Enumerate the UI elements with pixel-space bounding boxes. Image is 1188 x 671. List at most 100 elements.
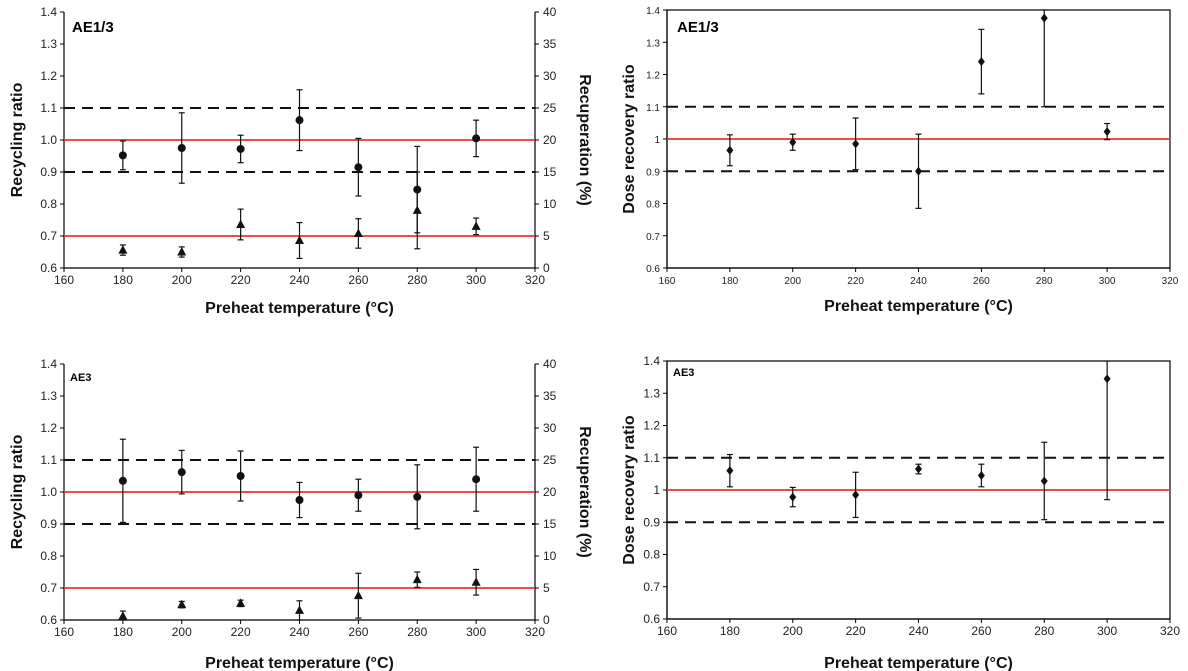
data-point-circle bbox=[295, 116, 304, 125]
data-point-triangle bbox=[471, 577, 481, 586]
x-tick-label: 240 bbox=[289, 625, 309, 639]
y2-tick-label: 20 bbox=[543, 133, 557, 147]
x-tick-label: 280 bbox=[1036, 276, 1053, 287]
data-point-circle bbox=[354, 163, 363, 172]
panel-top-right: 160 180 200 220 240 260 280 300 320 0.6 0.7 0.8 0.9 1… bbox=[621, 6, 1179, 315]
data-point-diamond bbox=[726, 466, 734, 476]
data-point-diamond bbox=[977, 470, 985, 480]
y-tick-label: 1.4 bbox=[646, 6, 660, 17]
y-axis-title: Dose recovery ratio bbox=[621, 415, 638, 565]
data-point-diamond bbox=[852, 139, 860, 149]
y-tick-label: 1 bbox=[653, 483, 660, 497]
panel-label: AE1/3 bbox=[677, 19, 719, 36]
x-tick-label: 200 bbox=[172, 273, 192, 287]
x-tick-label: 220 bbox=[847, 276, 864, 287]
data-point-triangle bbox=[236, 598, 246, 607]
y2-tick-label: 30 bbox=[543, 69, 557, 83]
x-tick-label: 280 bbox=[407, 625, 427, 639]
x-tick-label: 240 bbox=[908, 624, 928, 638]
x-tick-label: 180 bbox=[113, 273, 133, 287]
y2-tick-label: 15 bbox=[543, 517, 557, 531]
y-tick-label: 0.6 bbox=[643, 612, 660, 626]
x-tick-label: 200 bbox=[783, 624, 803, 638]
data-point-diamond bbox=[726, 145, 734, 155]
data-point-triangle bbox=[177, 599, 187, 609]
data-point-diamond bbox=[1103, 374, 1111, 384]
y-tick-label: 1.1 bbox=[40, 453, 57, 467]
y-tick-label: 0.6 bbox=[646, 264, 660, 275]
y2-tick-label: 25 bbox=[543, 101, 557, 115]
x-tick-label: 180 bbox=[722, 276, 739, 287]
data-point-circle bbox=[177, 144, 186, 152]
data-point-circle bbox=[177, 468, 186, 477]
y-tick-label: 0.7 bbox=[40, 229, 57, 243]
panel-label: AE3 bbox=[70, 372, 91, 384]
data-point-triangle bbox=[118, 611, 128, 620]
data-point-circle bbox=[472, 134, 481, 143]
data-point-circle bbox=[295, 496, 304, 504]
x-tick-label: 160 bbox=[54, 625, 74, 639]
y-tick-label: 1.0 bbox=[40, 133, 57, 147]
data-point-diamond bbox=[1103, 127, 1111, 137]
x-tick-label: 220 bbox=[231, 625, 251, 639]
x-tick-label: 300 bbox=[1099, 276, 1116, 287]
y-tick-label: 1.4 bbox=[40, 357, 57, 371]
x-tick-label: 280 bbox=[407, 273, 427, 287]
x-tick-label: 260 bbox=[971, 624, 991, 638]
panel-bottom-right: 160 180 200 220 240 260 280 300 320 0.6 0.7 0.8 0.9 1… bbox=[621, 354, 1180, 671]
data-point-diamond bbox=[789, 137, 797, 147]
y-tick-label: 1.3 bbox=[643, 386, 660, 400]
y-tick-label: 1.4 bbox=[643, 354, 660, 368]
y-tick-label: 1.2 bbox=[646, 71, 660, 82]
x-tick-label: 240 bbox=[289, 273, 309, 287]
y-axis-title: Recycling ratio bbox=[9, 434, 26, 549]
x-tick-label: 160 bbox=[54, 273, 74, 287]
panel-label: AE3 bbox=[673, 367, 694, 379]
y-tick-label: 1.3 bbox=[646, 38, 660, 49]
y2-tick-label: 30 bbox=[543, 421, 557, 435]
panel-label: AE1/3 bbox=[72, 19, 114, 36]
y-tick-label: 0.6 bbox=[40, 613, 57, 627]
data-point-triangle bbox=[295, 235, 304, 244]
y-tick-label: 1.2 bbox=[643, 419, 660, 433]
data-point-triangle bbox=[236, 219, 246, 228]
y-tick-label: 1.3 bbox=[40, 389, 57, 403]
y2-axis-title: Recuperation (%) bbox=[576, 426, 593, 558]
y-tick-label: 0.7 bbox=[40, 581, 57, 595]
y2-tick-label: 0 bbox=[543, 261, 550, 275]
y2-tick-label: 25 bbox=[543, 453, 557, 467]
data-point-triangle bbox=[471, 221, 481, 230]
x-tick-label: 220 bbox=[231, 273, 251, 287]
data-point-triangle bbox=[412, 205, 422, 214]
y-tick-label: 1.4 bbox=[40, 5, 57, 19]
x-tick-label: 300 bbox=[466, 273, 486, 287]
y-tick-label: 0.8 bbox=[40, 549, 57, 563]
y2-tick-label: 5 bbox=[543, 581, 550, 595]
y2-tick-label: 0 bbox=[543, 613, 550, 627]
data-point-circle bbox=[236, 144, 245, 153]
x-tick-label: 260 bbox=[348, 273, 368, 287]
data-point-triangle bbox=[177, 247, 187, 256]
data-point-diamond bbox=[852, 490, 860, 500]
y2-tick-label: 35 bbox=[543, 389, 557, 403]
x-tick-label: 260 bbox=[348, 625, 368, 639]
y2-tick-label: 20 bbox=[543, 485, 557, 499]
data-point-diamond bbox=[1040, 13, 1048, 23]
data-point-triangle bbox=[353, 590, 363, 600]
y-tick-label: 1.1 bbox=[643, 451, 660, 465]
x-tick-label: 320 bbox=[525, 625, 545, 639]
y-tick-label: 0.8 bbox=[643, 548, 660, 562]
x-tick-label: 240 bbox=[910, 276, 927, 287]
y2-axis-title: Recuperation (%) bbox=[576, 74, 593, 206]
y-tick-label: 0.7 bbox=[646, 232, 660, 243]
y2-tick-label: 10 bbox=[543, 197, 557, 211]
x-axis-title: Preheat temperature (°C) bbox=[205, 300, 394, 317]
data-point-triangle bbox=[118, 245, 128, 254]
y2-tick-label: 10 bbox=[543, 549, 557, 563]
x-tick-label: 280 bbox=[1034, 624, 1054, 638]
y-tick-label: 1.0 bbox=[40, 485, 57, 499]
y-tick-label: 1.2 bbox=[40, 421, 57, 435]
x-tick-label: 180 bbox=[113, 625, 133, 639]
y-tick-label: 1.3 bbox=[40, 37, 57, 51]
y2-tick-label: 15 bbox=[543, 165, 557, 179]
